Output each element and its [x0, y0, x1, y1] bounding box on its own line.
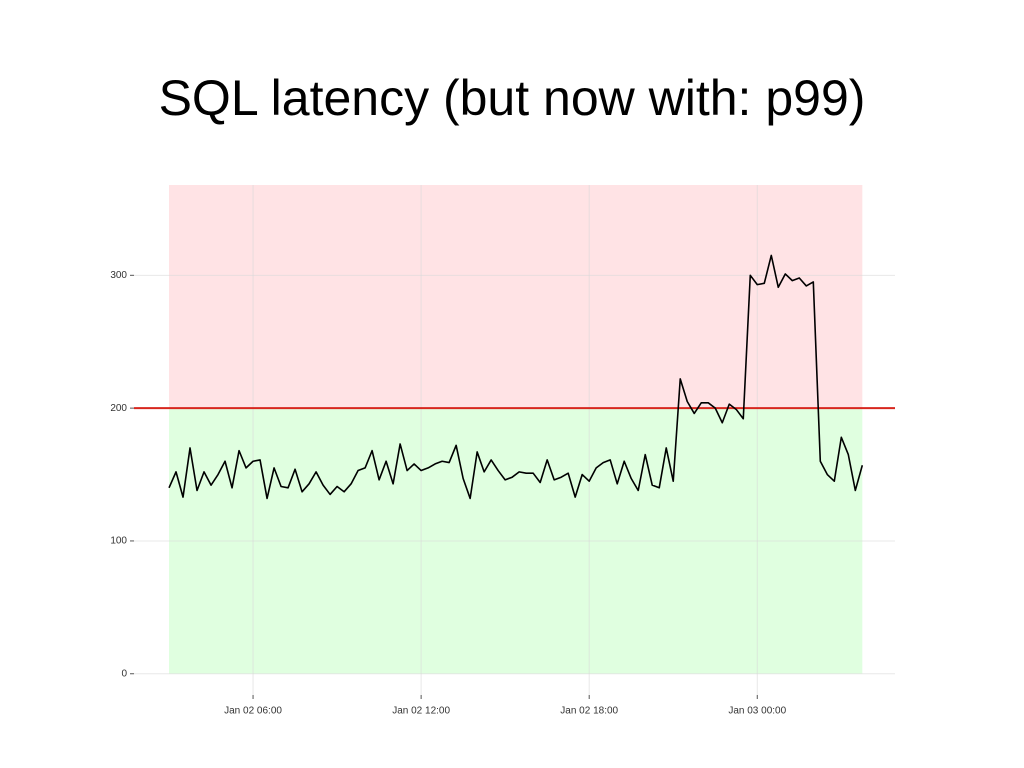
latency-line: [168, 254, 864, 500]
x-tick-label: Jan 02 12:00: [392, 706, 450, 717]
y-tick-label: 0: [121, 668, 127, 679]
plot: 0 100 200 300 Jan 02 06:00 Jan 02 12:00 Jan 02…: [110, 185, 895, 717]
zone-above: [169, 185, 863, 409]
slide-title: SQL latency (but now with: p99): [159, 70, 866, 126]
y-tick-label: 300: [110, 270, 127, 281]
x-tick-label: Jan 02 06:00: [224, 706, 282, 717]
y-tick-label: 100: [110, 536, 127, 547]
x-tick-label: Jan 02 18:00: [560, 706, 618, 717]
y-tick-label: 200: [110, 403, 127, 414]
x-tick-label: Jan 03 00:00: [728, 706, 786, 717]
